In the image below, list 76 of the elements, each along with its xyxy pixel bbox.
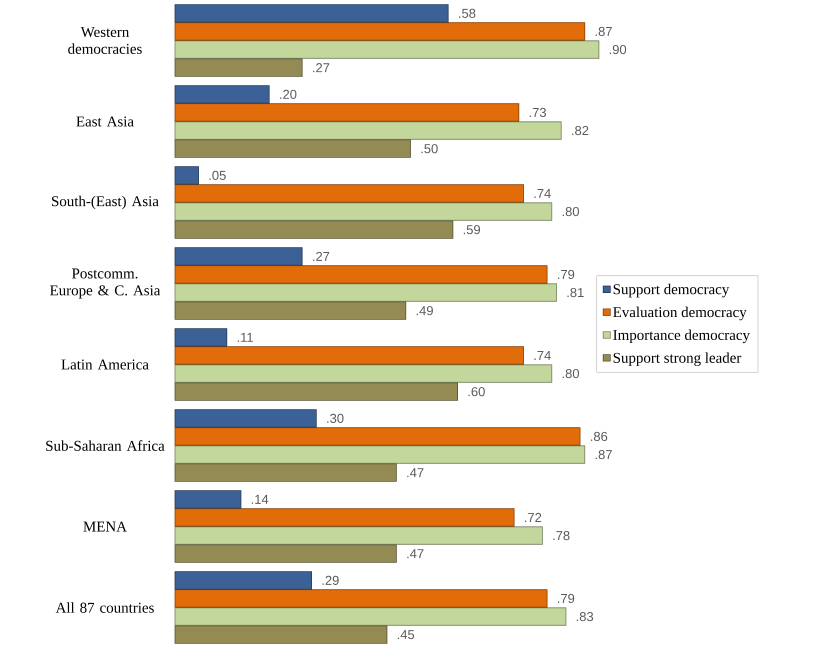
y-tick-label: All 87 countries (56, 602, 154, 613)
bar (174, 346, 524, 365)
bar (174, 121, 562, 140)
data-label: .80 (562, 368, 580, 378)
legend-label: Importance democracy (613, 330, 750, 344)
data-label: .87 (596, 450, 612, 460)
bar (174, 490, 242, 509)
bar (174, 607, 566, 626)
data-label: .45 (398, 630, 414, 640)
bar (174, 571, 312, 590)
bar (174, 166, 199, 185)
data-label: .82 (572, 126, 588, 136)
y-tick-label: Western democracies (68, 27, 142, 54)
bar (174, 526, 543, 545)
data-label: .80 (562, 206, 580, 216)
data-label: .11 (238, 332, 253, 342)
data-label: .47 (407, 468, 424, 478)
data-label: .05 (209, 170, 226, 180)
bar (174, 328, 228, 347)
data-label: .29 (322, 576, 339, 585)
bar (174, 445, 586, 464)
data-label: .79 (558, 594, 574, 604)
data-label: .78 (553, 530, 570, 540)
data-label: .59 (464, 225, 480, 234)
bar (174, 409, 317, 428)
bar (174, 202, 552, 221)
data-label: .20 (280, 90, 296, 99)
bar (174, 184, 524, 203)
bar (174, 382, 458, 401)
y-tick-label: South-(East) Asia (52, 196, 159, 210)
bar (174, 427, 580, 446)
data-label: .27 (313, 252, 330, 261)
data-label: .73 (530, 108, 546, 118)
data-label: .83 (576, 612, 594, 622)
y-tick-label: Sub-Saharan Africa (46, 440, 165, 451)
data-label: .47 (407, 549, 424, 558)
bar (174, 220, 454, 239)
bar (174, 265, 548, 284)
bar (174, 626, 388, 644)
bar (174, 544, 397, 563)
data-label: .74 (534, 189, 551, 198)
bar (174, 589, 548, 608)
y-tick-label: East Asia (76, 116, 134, 127)
data-label: .86 (590, 432, 608, 442)
bar (174, 247, 303, 266)
data-label: .72 (525, 512, 542, 522)
bar (174, 302, 406, 320)
data-label: .60 (468, 387, 485, 396)
data-label: .30 (327, 414, 344, 423)
y-tick-label: MENA (83, 522, 127, 532)
bar (174, 364, 552, 383)
y-tick-label: Latin America (61, 359, 149, 370)
bar (174, 103, 520, 122)
data-label: .74 (534, 351, 551, 360)
bar (174, 40, 600, 59)
legend-label: Support strong leader (614, 352, 742, 366)
data-label: .87 (596, 26, 612, 36)
data-label: .79 (558, 270, 574, 280)
bar (174, 140, 411, 158)
bar (174, 4, 449, 22)
bar (174, 283, 557, 302)
bar (174, 508, 515, 527)
bar (174, 22, 586, 41)
legend-label: Evaluation democracy (613, 306, 747, 320)
data-label: .27 (313, 63, 330, 72)
bar (174, 464, 397, 482)
bar (174, 58, 303, 77)
bar (174, 85, 270, 104)
data-label: .90 (610, 44, 626, 54)
data-label: .14 (252, 494, 268, 504)
y-tick-label: Postcomm. Europe & C. Asia (50, 268, 160, 298)
data-label: .50 (421, 144, 438, 154)
data-label: .49 (416, 306, 433, 316)
data-label: .81 (567, 288, 584, 298)
data-label: .58 (459, 8, 476, 18)
legend-label: Support democracy (614, 284, 730, 298)
